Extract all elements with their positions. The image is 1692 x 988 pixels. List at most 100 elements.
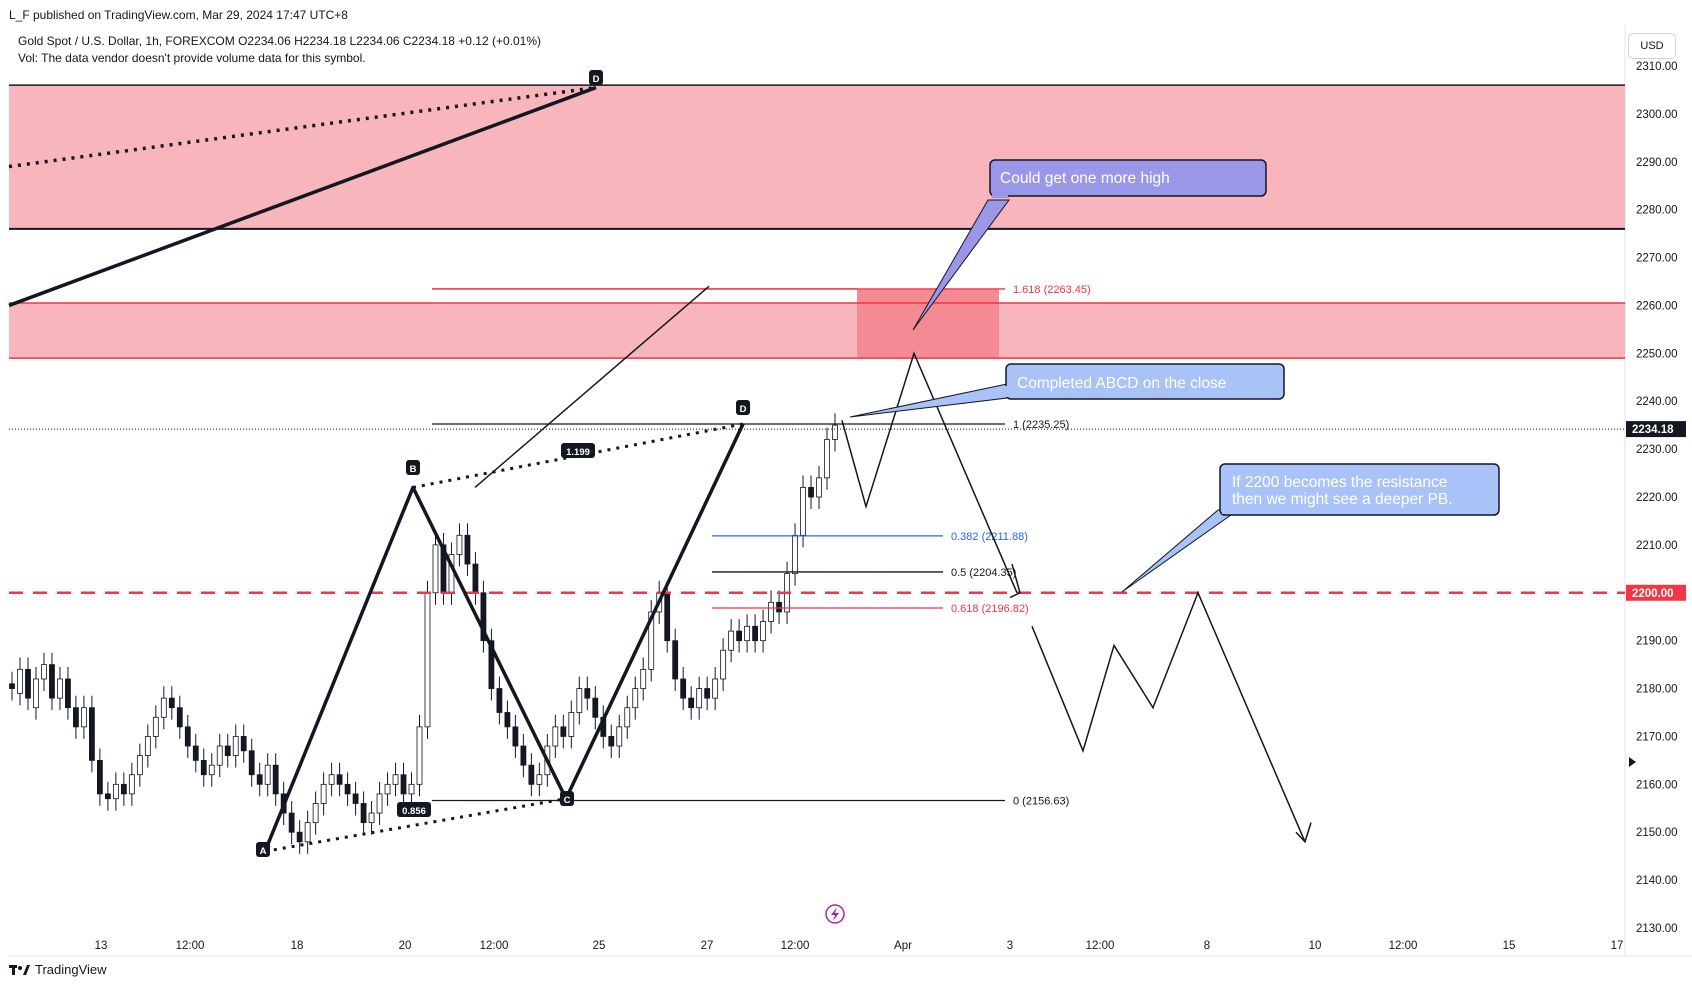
projected-path-one [841,351,1018,594]
candle-body [664,592,671,642]
candle-body [208,764,215,776]
candle-body [49,664,55,699]
supply-zone-upper [9,85,1625,229]
candle-body [752,625,758,642]
pattern-point-label: C [564,795,571,806]
tradingview-logo-icon [9,964,30,975]
candle-body [288,812,295,833]
fib-level-label: 1 (2235.25) [1013,419,1069,431]
candle-body [496,688,503,713]
pattern-point-label: D [593,74,600,85]
candle-body [128,774,135,795]
candle-body [712,678,719,699]
time-tick-label: 18 [291,940,304,952]
candle-body [624,707,631,728]
price-tick-label: 2240.00 [1636,396,1678,408]
candle-body [336,774,343,785]
candle-body [408,783,415,795]
candle-body [25,669,31,699]
price-tick-label: 2310.00 [1636,61,1678,73]
bd-dotted-line [412,422,744,489]
candle-body [96,759,103,795]
pattern-point-badge [256,842,270,857]
candle-body [560,726,567,737]
candle-body [304,822,311,843]
candle-body [736,630,743,642]
candle-body [464,534,471,565]
supply-zone-lower [9,303,1625,359]
candle-body [584,688,591,699]
projected-arrowhead-one [1009,563,1021,599]
candle-body [504,712,511,728]
candle-body [328,774,335,785]
price-tick-label: 2280.00 [1636,205,1678,217]
candle-body [216,745,223,766]
price-tick-label: 2130.00 [1636,923,1678,935]
time-tick-label: 12:00 [1389,940,1418,952]
candle-body [760,621,766,642]
candle-body [57,678,63,699]
candle-body [512,726,519,747]
candle-body [672,640,679,680]
svg-text:2200.00: 2200.00 [1632,588,1674,600]
candle-body [640,669,647,689]
candle-body [65,678,71,709]
time-tick-label: 20 [399,940,412,952]
price-axis: 2130.00 2140.00 2150.00 2160.00 2170.00 2180.… [1636,61,1678,935]
currency-button[interactable]: USD [1628,33,1676,59]
price-tick-label: 2290.00 [1636,157,1678,169]
projected-path-two [1031,590,1306,843]
ratio-label: 1.199 [566,447,590,458]
price-tick-label: 2300.00 [1636,109,1678,121]
candle-body [808,487,814,498]
annotation-deeper-pb-line1: If 2200 becomes the resistance [1232,474,1447,491]
candle-body [89,707,95,761]
lightning-icon[interactable] [825,904,845,924]
candle-body [768,601,774,622]
candle-body [832,424,838,440]
ratio-label: 0.856 [402,806,426,817]
candle-body [824,439,830,479]
candle-body [480,592,487,642]
candle-body [41,664,47,680]
candle-body [176,707,183,728]
candle-body [144,736,151,757]
ac-dotted-line [264,797,567,853]
candle-body [81,707,87,728]
annotation-deeper-pb-line2: then we might see a deeper PB. [1232,491,1453,508]
fib-level-label: 0.382 (2211.88) [951,531,1028,543]
candle-body [488,640,495,689]
candle-body [816,477,822,498]
candle-body [424,592,431,728]
candle-body [792,534,798,575]
symbol-legend: Gold Spot / U.S. Dollar, 1h, FOREXCOM O2… [18,33,541,67]
extension-projection-line [474,285,710,488]
candle-body [632,688,639,709]
price-tick-label: 2170.00 [1636,731,1678,743]
time-tick-label: 12:00 [781,940,810,952]
price-tick-label: 2230.00 [1636,444,1678,456]
last-price-tag: 2234.18 [1626,421,1686,438]
candle-body [200,759,207,776]
candle-body [608,736,615,747]
candle-body [776,601,782,613]
candle-body [232,736,239,757]
time-tick-label: 3 [1007,940,1013,952]
candle-body [9,683,15,689]
candle-body [416,726,423,785]
candle-body [33,678,39,709]
time-tick-label: 12:00 [480,940,509,952]
time-tick-label: 15 [1503,940,1516,952]
callout-deeper-pb: If 2200 becomes the resistance then we m… [1121,463,1500,593]
trend-line [8,85,597,308]
pattern-point-badge [736,400,750,415]
candle-body [224,745,231,756]
svg-text:2234.18: 2234.18 [1632,424,1674,436]
price-tick-label: 2180.00 [1636,684,1678,696]
candle-body [296,831,303,843]
scroll-arrow-icon[interactable] [1629,757,1636,767]
candle-body [312,803,319,824]
tradingview-brand[interactable]: TradingView [9,962,107,977]
candle-body [720,649,727,680]
